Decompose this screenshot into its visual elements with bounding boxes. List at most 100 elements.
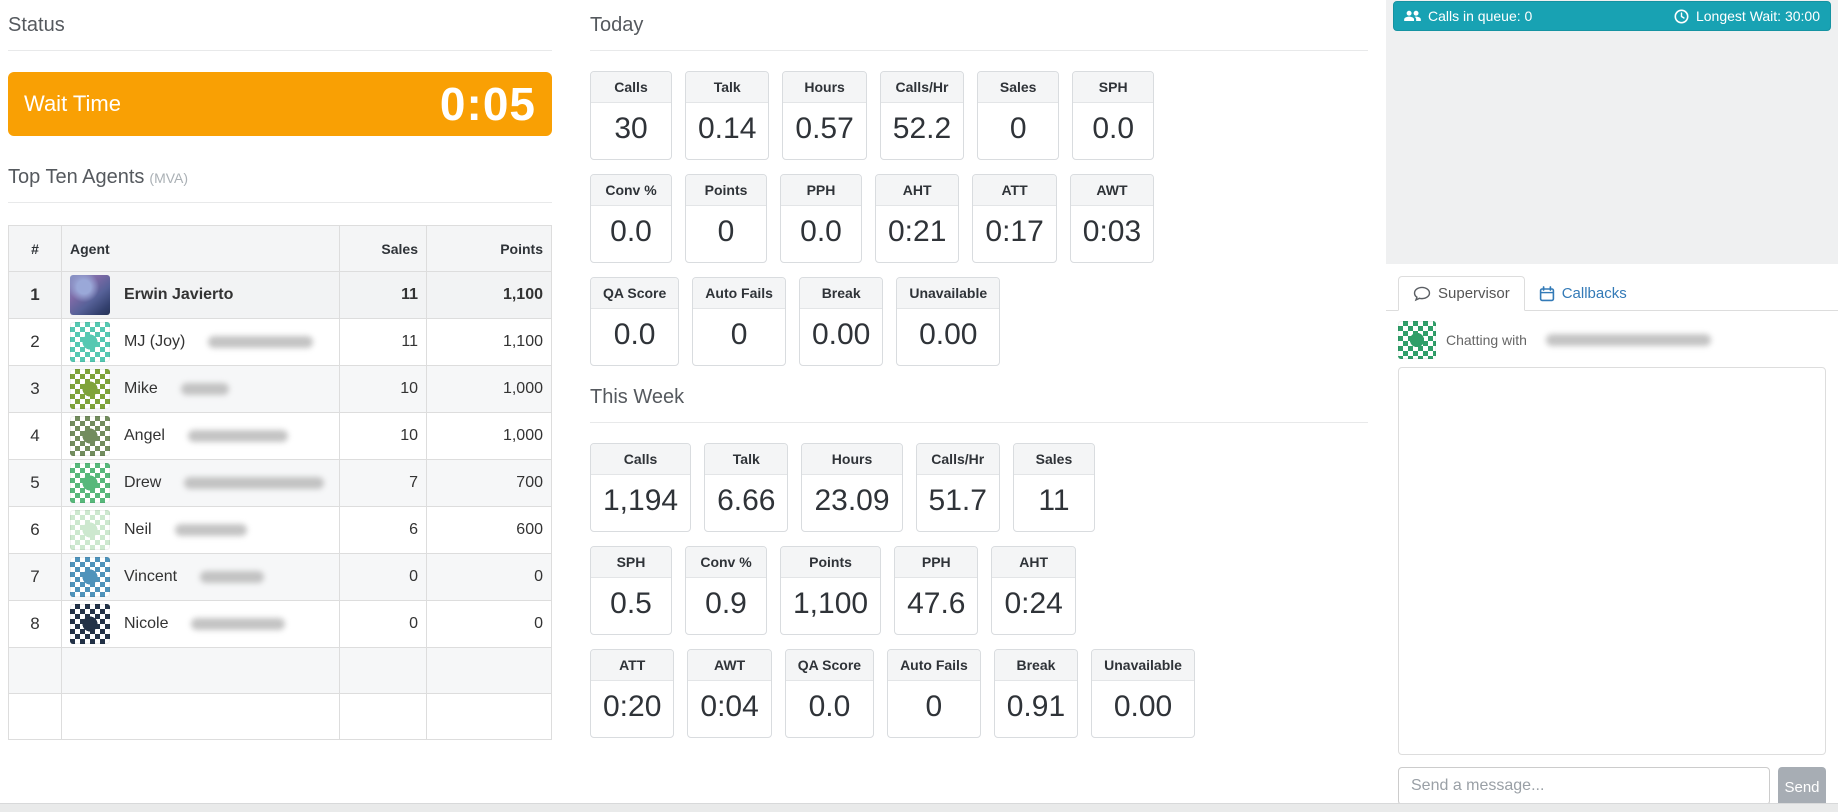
table-row: 4 Angel 10 1,000 [8, 412, 552, 460]
stat-card-label: Unavailable [897, 278, 1000, 309]
agent-name: Nicole [124, 615, 169, 632]
stat-card-value: 52.2 [892, 112, 952, 145]
agent-name-redacted [180, 383, 229, 395]
tab-callbacks[interactable]: Callbacks [1525, 276, 1641, 311]
queue-status-bar: Calls in queue: 0 Longest Wait: 30:00 [1393, 1, 1831, 31]
top-ten-agents-suffix: (MVA) [149, 170, 189, 186]
agent-name: Vincent [124, 568, 178, 585]
agent-name: Mike [124, 380, 158, 397]
agent-name: Neil [124, 521, 152, 538]
stat-card-sph: SPH 0.5 [590, 546, 672, 635]
stat-card-label: Unavailable [1092, 650, 1194, 681]
chat-messages-area[interactable] [1398, 367, 1826, 755]
sales-cell: 11 [339, 318, 427, 366]
wait-time-banner: Wait Time 0:05 [8, 72, 552, 136]
stat-card-value: 30 [614, 112, 648, 145]
stat-card-row: Calls 1,194 Talk 6.66 Hours 23.09 Calls/Hr 51.7… [590, 443, 1368, 532]
wait-time-label: Wait Time [24, 91, 121, 116]
agent-cell: Neil [61, 506, 340, 554]
message-input[interactable] [1398, 767, 1770, 805]
tab-supervisor[interactable]: Supervisor [1398, 276, 1525, 311]
sales-cell: 6 [339, 506, 427, 554]
points-cell: 0 [426, 553, 552, 601]
sales-cell: 0 [339, 600, 427, 648]
stat-card-row: Conv % 0.0 Points 0 PPH 0.0 AHT 0:21 ATT 0:17 AWT 0… [590, 174, 1368, 263]
top-ten-agents-title: Top Ten Agents [8, 166, 145, 188]
stat-card-label: Hours [783, 72, 866, 103]
longest-wait-text: Longest Wait: 30:00 [1695, 8, 1820, 24]
sales-cell: 0 [339, 553, 427, 601]
stat-card-label: Calls [591, 444, 691, 475]
table-row-empty [8, 693, 552, 740]
stat-card-label: PPH [781, 175, 861, 206]
video-placeholder: Calls in queue: 0 Longest Wait: 30:00 [1386, 0, 1838, 264]
agent-avatar [70, 369, 110, 409]
stat-card-label: AWT [1070, 175, 1154, 206]
sales-cell: 10 [339, 365, 427, 413]
stat-card-label: Talk [686, 72, 769, 103]
column-header-sales: Sales [339, 225, 427, 272]
stat-card-value: 0.5 [610, 587, 652, 620]
calls-in-queue: Calls in queue: 0 [1404, 8, 1532, 24]
stat-card-label: QA Score [785, 650, 874, 681]
stat-card-label: AWT [688, 650, 771, 681]
today-cards: Calls 30 Talk 0.14 Hours 0.57 Calls/Hr 52.2 Sale… [590, 71, 1368, 366]
stat-card-label: Break [994, 650, 1078, 681]
agent-name-redacted [200, 571, 265, 583]
table-row: 6 Neil 6 600 [8, 506, 552, 554]
stat-card-value: 0.0 [613, 318, 656, 351]
wait-time-value: 0:05 [439, 78, 536, 130]
column-header-rank: # [8, 225, 62, 272]
stat-card-value: 0.0 [1092, 112, 1135, 145]
today-heading: Today [590, 8, 1368, 51]
stat-card-aht: AHT 0:24 [991, 546, 1076, 635]
calls-in-queue-text: Calls in queue: 0 [1428, 8, 1533, 24]
stat-card-label: Auto Fails [888, 650, 980, 681]
rank-cell: 4 [8, 412, 62, 460]
status-heading: Status [8, 8, 552, 51]
stat-card-hours: Hours 0.57 [782, 71, 867, 160]
stat-card-value: 0.00 [1113, 690, 1173, 723]
agent-cell: Nicole [61, 600, 340, 648]
points-cell: 0 [426, 600, 552, 648]
stat-card-conv: Conv % 0.0 [590, 174, 672, 263]
rank-cell: 2 [8, 318, 62, 366]
agent-cell: Mike [61, 365, 340, 413]
stat-card-unavailable: Unavailable 0.00 [1091, 649, 1195, 738]
stat-card-value: 0.91 [1006, 690, 1066, 723]
stat-card-label: Points [686, 175, 766, 206]
agent-name: Drew [124, 474, 162, 491]
points-cell: 1,100 [426, 271, 552, 319]
stat-card-label: Calls/Hr [916, 444, 999, 475]
stat-card-value: 47.6 [907, 587, 966, 620]
column-header-agent: Agent [61, 225, 340, 272]
agent-cell: Erwin Javierto [61, 271, 340, 319]
stat-card-row: QA Score 0.0 Auto Fails 0 Break 0.00 Unavailab… [590, 277, 1368, 366]
stat-card-value: 0:21 [888, 215, 947, 248]
points-cell: 600 [426, 506, 552, 554]
stat-card-hours: Hours 23.09 [801, 443, 903, 532]
stat-card-value: 1,194 [603, 484, 679, 517]
agent-avatar [70, 510, 110, 550]
stat-card-aht: AHT 0:21 [875, 174, 960, 263]
stat-card-label: Talk [705, 444, 788, 475]
agent-cell-empty [61, 647, 340, 694]
stat-card-value: 0:03 [1082, 215, 1142, 248]
stat-card-label: SPH [591, 547, 671, 578]
stat-card-value: 0 [717, 215, 735, 248]
table-row: 1 Erwin Javierto 11 1,100 [8, 271, 552, 319]
agent-name: MJ (Joy) [124, 333, 186, 350]
rank-cell: 6 [8, 506, 62, 554]
stat-card-unavailable: Unavailable 0.00 [896, 277, 1001, 366]
sales-cell [339, 693, 427, 740]
points-cell [426, 647, 552, 694]
stat-card-sph: SPH 0.0 [1072, 71, 1155, 160]
agent-inner: Mike [70, 369, 331, 409]
agent-avatar [70, 557, 110, 597]
rank-cell [8, 647, 62, 694]
stat-card-label: Conv % [686, 547, 766, 578]
stat-card-qa-score: QA Score 0.0 [784, 649, 875, 738]
table-header-row: # Agent Sales Points [8, 225, 552, 272]
send-button[interactable]: Send [1778, 767, 1826, 807]
stat-card-value: 0 [925, 690, 943, 723]
